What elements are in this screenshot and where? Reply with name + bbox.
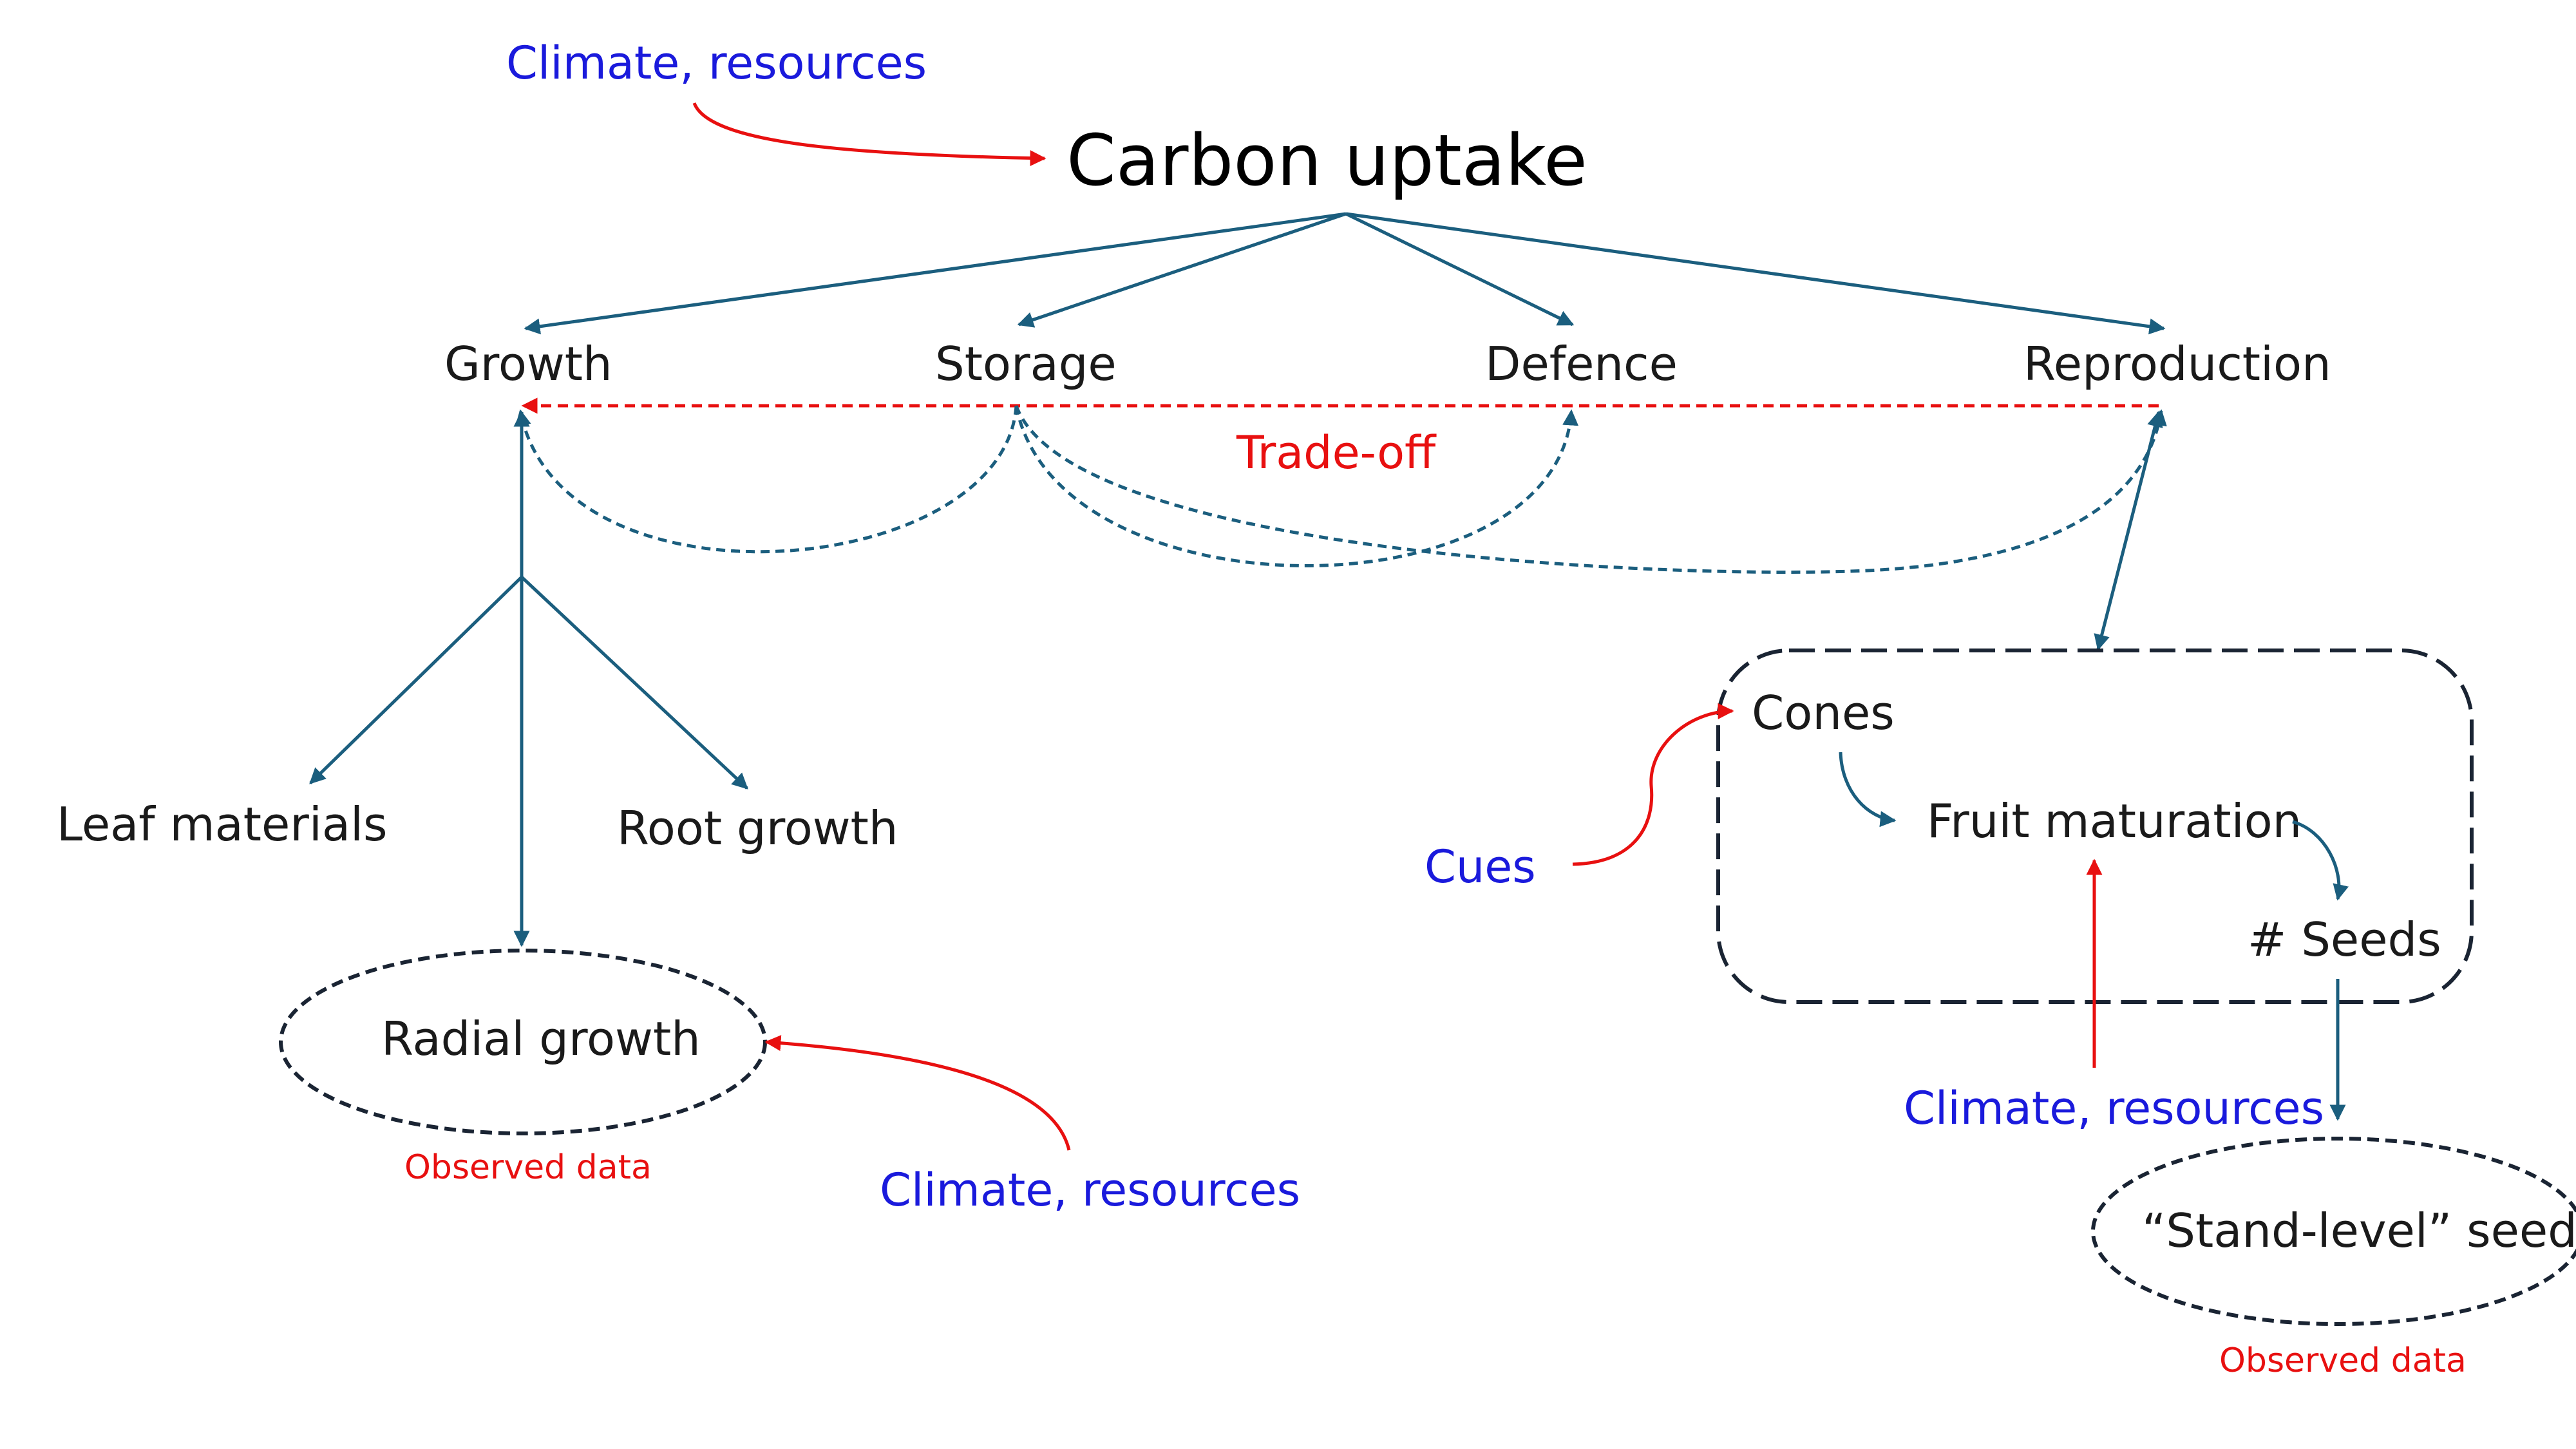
stand-level-seeds-ellipse: [2091, 1137, 2576, 1326]
carbon-to-storage-arrow: [1017, 212, 1347, 328]
carbon-to-reproduction-arrow: [1345, 212, 2166, 335]
storage-to-defence-curve: [1014, 405, 1579, 567]
climate-to-carbon-arrow: [692, 102, 1046, 167]
seeds-node: # Seeds: [2248, 913, 2441, 967]
climate-resources-radial-label: Climate, resources: [880, 1164, 1300, 1217]
growth-to-root-arrow: [520, 576, 748, 790]
trade-off-label: Trade-off: [1236, 426, 1437, 479]
carbon-to-defence-arrow: [1345, 212, 1575, 327]
defence-node: Defence: [1485, 337, 1678, 391]
stand-level-seeds-node: “Stand-level” seeds: [2142, 1204, 2576, 1258]
radial-growth-node: Radial growth: [381, 1012, 701, 1066]
growth-node: Growth: [444, 337, 612, 391]
carbon-uptake-node: Carbon uptake: [1066, 119, 1587, 202]
climate-resources-fruit-label: Climate, resources: [1904, 1082, 2324, 1135]
observed-data-radial-label: Observed data: [404, 1148, 652, 1187]
cues-label: Cues: [1425, 840, 1536, 893]
root-growth-node: Root growth: [617, 801, 898, 855]
leaf-materials-node: Leaf materials: [57, 797, 388, 851]
fruit-maturation-node: Fruit maturation: [1927, 794, 2302, 848]
climate-to-radial-arrow: [764, 1035, 1071, 1151]
cues-to-cones-arrow: [1572, 703, 1734, 866]
storage-to-reproduction-curve: [1014, 405, 2167, 574]
cones-to-fruit-arrow: [1839, 752, 1897, 828]
carbon-to-growth-arrow: [524, 212, 1347, 335]
reproduction-to-cones-box-arrow: [2094, 410, 2163, 651]
climate-resources-top-label: Climate, resources: [506, 37, 927, 90]
storage-node: Storage: [935, 337, 1117, 391]
growth-to-leaf-arrow: [309, 576, 523, 784]
storage-to-growth-curve: [515, 405, 1018, 554]
reproduction-node: Reproduction: [2023, 337, 2331, 391]
observed-data-seeds-label: Observed data: [2219, 1341, 2467, 1380]
fruit-to-seeds-arrow: [2292, 820, 2349, 901]
cones-node: Cones: [1752, 686, 1895, 740]
